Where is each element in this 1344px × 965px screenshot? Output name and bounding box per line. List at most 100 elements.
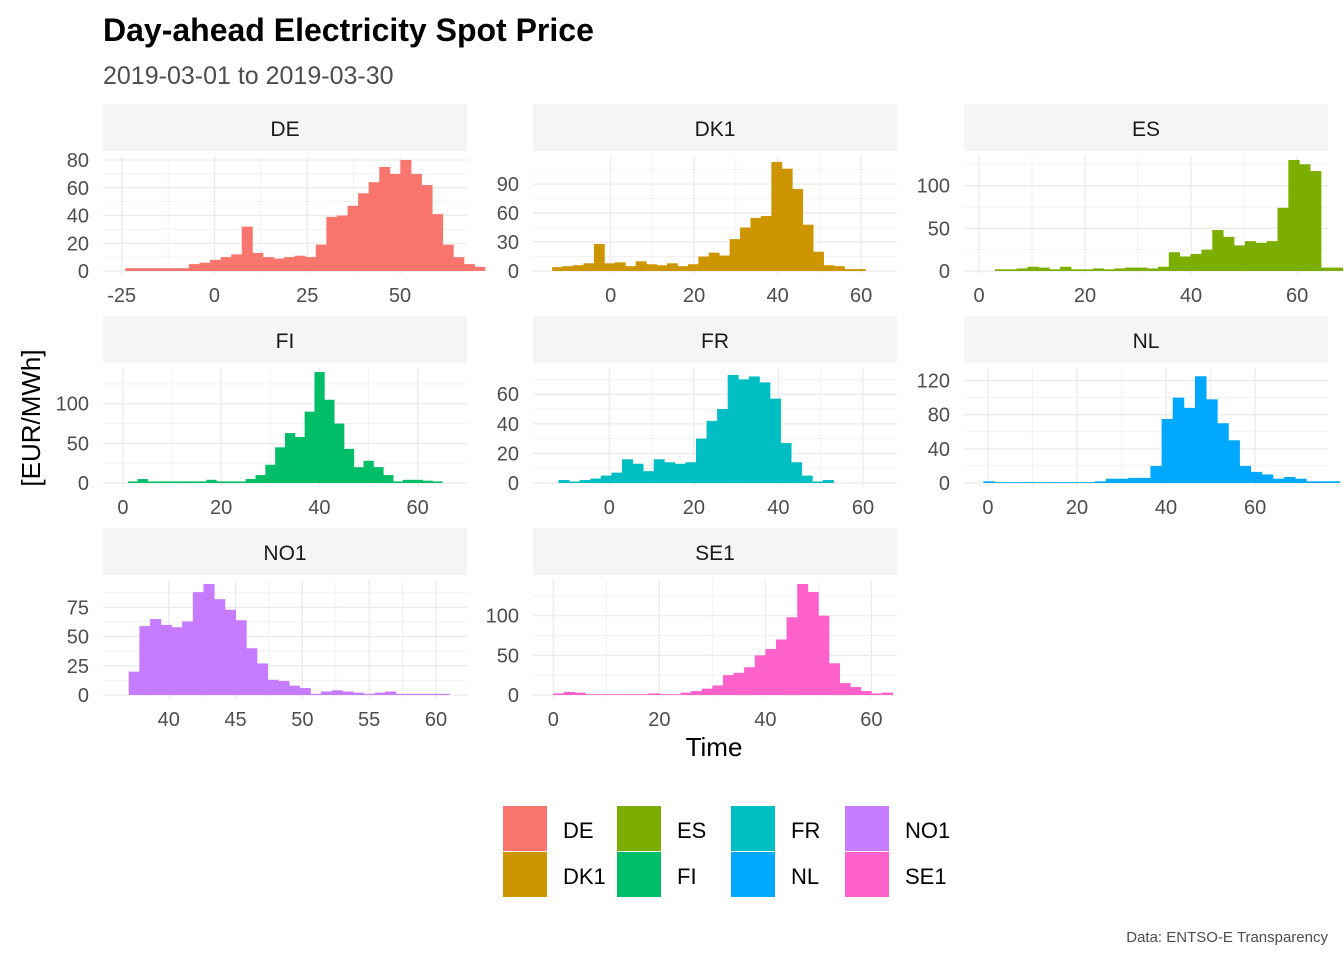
histogram-bar: [1016, 482, 1029, 483]
histogram-bar: [1239, 465, 1252, 483]
x-tick-label: 0: [982, 497, 993, 519]
histogram-bar: [389, 173, 401, 271]
histogram-bar: [860, 691, 872, 695]
histogram-bar: [1266, 241, 1278, 271]
minor-gridlines: [964, 156, 1328, 274]
y-tick-label: 20: [67, 233, 89, 255]
histogram-bar: [685, 462, 697, 483]
histogram-bar: [1320, 267, 1333, 271]
facet-strip-label: FI: [276, 330, 295, 353]
histogram-bar: [833, 266, 845, 271]
histogram-bar: [1005, 482, 1018, 483]
histogram-bar: [137, 479, 148, 483]
histogram-bar: [127, 481, 139, 483]
histogram-bar: [410, 173, 422, 271]
histogram-bar: [593, 243, 605, 271]
histogram-bar: [139, 626, 151, 695]
histogram-bar: [453, 257, 465, 271]
histogram-bar: [706, 420, 718, 483]
y-tick-label: 60: [497, 203, 519, 225]
x-tick-label: 40: [1180, 285, 1202, 307]
histogram-bar: [1070, 269, 1083, 271]
histogram-bar: [310, 693, 322, 695]
major-gridlines: [964, 368, 1328, 486]
histogram-bar: [1234, 245, 1246, 271]
y-tick-label: 80: [67, 150, 89, 172]
histogram-bar: [748, 376, 760, 483]
histogram-bar: [1183, 407, 1196, 483]
legend-item-es: ES: [617, 806, 706, 851]
histogram-bar: [552, 267, 564, 271]
histogram-bar: [701, 688, 713, 695]
histogram-bar: [214, 599, 226, 695]
facet-strip-label: ES: [1132, 118, 1160, 141]
y-tick-label: 30: [497, 232, 519, 254]
facet-panels: DE -25 0 25 50 0 20 40 60 80 DK1 0 20 40 60 0 30 60 90 ES 0 2…: [56, 104, 1344, 731]
facet-panel-nl: NL 0 20 40 60 0 40 80 120: [917, 316, 1341, 519]
histogram-bar: [1072, 482, 1085, 483]
histogram-bar: [653, 459, 665, 483]
minor-gridlines: [533, 156, 897, 274]
histogram-bar: [729, 239, 741, 271]
histogram-bar: [1049, 269, 1061, 271]
x-tick-label: 0: [605, 285, 616, 307]
histogram-bars: [552, 161, 866, 271]
histogram-bar: [674, 463, 686, 483]
histogram-bar: [1261, 474, 1274, 483]
histogram-bar: [353, 692, 365, 695]
y-tick-label: 50: [497, 645, 519, 667]
legend-label: SE1: [905, 864, 947, 889]
legend-item-se1: SE1: [845, 852, 947, 897]
histogram-bar: [643, 471, 655, 483]
histogram-bars: [994, 160, 1344, 271]
histogram-bar: [621, 459, 633, 483]
y-tick-labels: 0 25 50 75: [67, 597, 89, 707]
histogram-bar: [1038, 267, 1050, 271]
histogram-bar: [1190, 253, 1202, 271]
x-tick-label: 55: [358, 709, 380, 731]
histogram-bar: [1201, 249, 1213, 271]
x-tick-labels: 40 45 50 55 60: [158, 709, 447, 731]
histogram-bar: [216, 481, 227, 483]
histogram-bar: [275, 447, 286, 483]
histogram-bar: [760, 215, 772, 271]
facet-strip-es: [964, 104, 1328, 151]
histogram-bar: [691, 691, 703, 695]
histogram-bar: [666, 263, 678, 271]
histogram-bar: [305, 257, 317, 271]
histogram-bar: [186, 481, 197, 483]
histogram-bar: [1328, 481, 1341, 483]
histogram-bar: [562, 266, 574, 271]
histogram-bar: [438, 693, 450, 695]
legend-key: [617, 806, 661, 851]
histogram-bar: [342, 691, 354, 695]
histogram-bar: [353, 467, 364, 483]
histogram-bar: [417, 693, 429, 695]
y-tick-label: 40: [67, 206, 89, 228]
histogram-bar: [1250, 471, 1263, 483]
x-tick-label: 50: [389, 285, 411, 307]
histogram-bar: [432, 481, 443, 483]
facet-strip-de: [103, 104, 467, 151]
histogram-bar: [1284, 477, 1296, 483]
histogram-bar: [421, 184, 433, 271]
legend-item-fr: FR: [731, 806, 820, 851]
histogram-bar: [616, 694, 628, 695]
legend-label: DK1: [563, 864, 606, 889]
y-tick-label: 0: [78, 685, 89, 707]
histogram-bar: [343, 448, 355, 483]
histogram-bar: [1288, 160, 1300, 271]
histogram-bar: [638, 694, 650, 695]
histogram-bar: [1310, 171, 1322, 271]
legend-key: [731, 852, 775, 897]
histogram-bar: [1128, 477, 1140, 483]
histogram-bar: [1125, 267, 1137, 271]
x-tick-label: 60: [852, 497, 874, 519]
histogram-bar: [769, 398, 781, 483]
histogram-bar: [206, 479, 217, 483]
histogram-bar: [1255, 242, 1268, 271]
facet-strip-dk1: [533, 104, 897, 151]
legend-key: [845, 852, 889, 897]
histogram-bar: [265, 464, 276, 483]
